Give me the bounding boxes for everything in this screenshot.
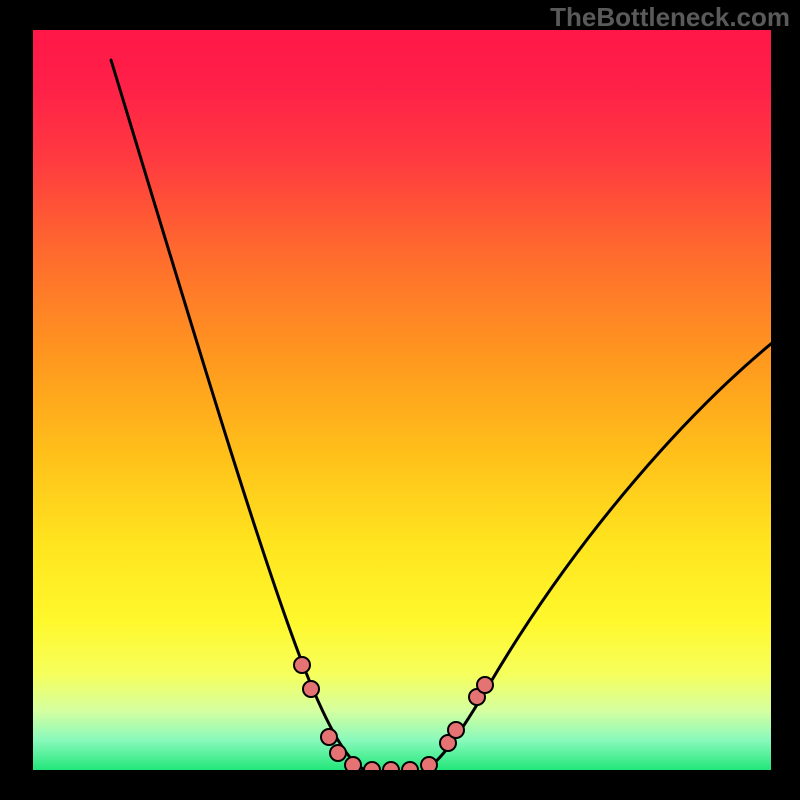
marker-point bbox=[402, 762, 418, 770]
marker-point bbox=[421, 757, 437, 770]
marker-point bbox=[477, 677, 493, 693]
marker-point bbox=[364, 762, 380, 770]
marker-point bbox=[330, 745, 346, 761]
gradient-background bbox=[33, 30, 771, 770]
plot-area bbox=[33, 30, 771, 770]
marker-point bbox=[345, 757, 361, 770]
marker-point bbox=[448, 722, 464, 738]
marker-point bbox=[321, 729, 337, 745]
plot-svg bbox=[33, 30, 771, 770]
marker-point bbox=[303, 681, 319, 697]
marker-point bbox=[383, 762, 399, 770]
marker-point bbox=[294, 657, 310, 673]
watermark-text: TheBottleneck.com bbox=[550, 2, 790, 33]
